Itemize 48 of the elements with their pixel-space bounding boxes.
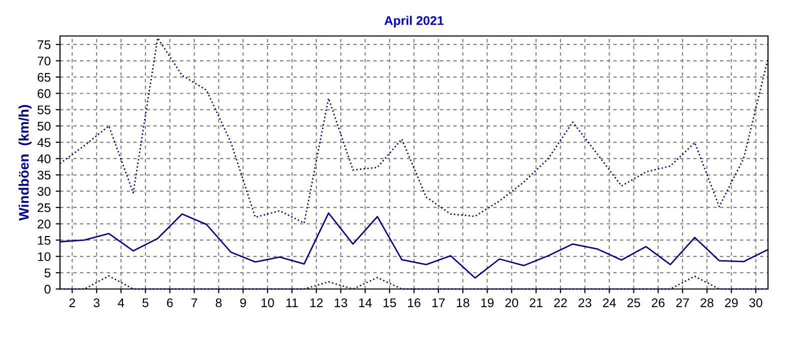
x-tick-label: 7 — [191, 298, 198, 308]
x-tick-label: 12 — [310, 298, 323, 308]
x-tick-label: 27 — [676, 298, 689, 308]
x-tick-label: 5 — [142, 298, 148, 308]
x-tick-label: 18 — [456, 298, 470, 308]
x-tick-label: 14 — [359, 298, 372, 308]
y-tick-label: 0 — [44, 284, 50, 294]
y-tick-label: 5 — [44, 268, 50, 278]
y-tick-label: 40 — [37, 154, 50, 164]
x-tick-label: 24 — [602, 298, 616, 308]
y-tick-label: 30 — [38, 186, 50, 196]
y-tick-label: 25 — [38, 203, 50, 212]
x-tick-label: 11 — [286, 298, 298, 308]
y-tick-label: 55 — [38, 106, 50, 114]
y-tick-label: 10 — [38, 252, 50, 262]
x-tick-label: 26 — [652, 298, 665, 308]
y-tick-label: 50 — [38, 122, 50, 131]
x-tick-label: 3 — [94, 298, 100, 308]
x-tick-label: 6 — [167, 298, 173, 308]
y-tick-label: 20 — [38, 220, 50, 228]
x-tick-label: 8 — [216, 298, 222, 308]
x-tick-label: 20 — [505, 298, 518, 308]
line-series — [59, 212, 769, 279]
x-tick-label: 15 — [384, 298, 396, 308]
y-tick-label: 35 — [38, 170, 50, 180]
y-tick-label: 60 — [38, 89, 50, 98]
chart-title: April 2021 — [384, 16, 444, 28]
y-tick-label: 65 — [38, 72, 50, 82]
x-tick-label: 4 — [118, 298, 124, 308]
x-tick-label: 10 — [262, 298, 274, 308]
x-tick-label: 29 — [725, 298, 738, 308]
x-tick-label: 23 — [578, 298, 592, 308]
y-tick-label: 75 — [38, 40, 50, 50]
x-tick-label: 2 — [69, 298, 76, 308]
x-tick-label: 28 — [700, 298, 714, 308]
x-tick-label: 19 — [481, 298, 494, 308]
x-tick-label: 9 — [240, 298, 246, 308]
x-tick-label: 13 — [334, 298, 348, 308]
y-tick-label: 15 — [38, 236, 50, 245]
x-tick-label: 16 — [408, 298, 420, 308]
x-tick-label: 22 — [554, 298, 567, 308]
x-tick-label: 21 — [530, 298, 542, 308]
x-tick-label: 17 — [432, 298, 445, 308]
x-tick-label: 25 — [627, 298, 640, 308]
y-tick-label: 70 — [38, 56, 50, 66]
y-axis-title: Windböen (km/h) — [18, 105, 32, 221]
y-tick-label: 45 — [37, 138, 50, 147]
x-tick-label: 30 — [749, 298, 762, 308]
